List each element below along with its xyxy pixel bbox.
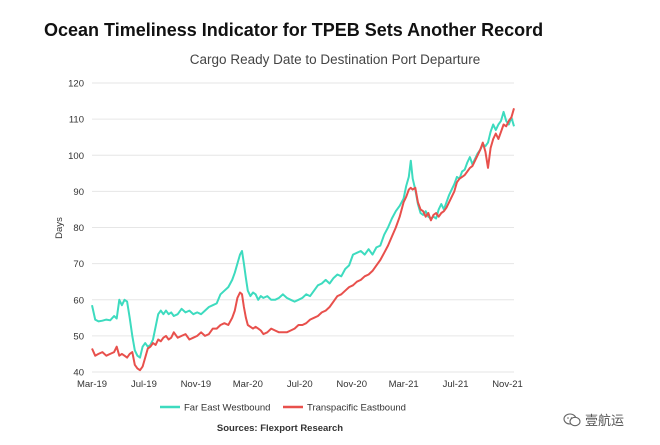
y-tick-label: 110 [69, 115, 84, 126]
y-tick-label: 100 [68, 151, 84, 162]
series-lines [91, 108, 515, 372]
y-tick-label: 120 [68, 79, 84, 90]
x-tick-label: Mar-21 [389, 379, 419, 390]
legend-label-far-east-westbound: Far East Westbound [184, 403, 270, 414]
chart-subtitle: Cargo Ready Date to Destination Port Dep… [189, 52, 481, 67]
source-note: Sources: Flexport Research [216, 423, 344, 434]
y-axis-label: Days [54, 217, 65, 239]
series-line-far-east-westbound [91, 110, 515, 359]
x-tick-label: Jul-21 [443, 379, 469, 390]
x-axis-ticks: Mar-19 Jul-19 Nov-19 Mar-20 Jul-20 Nov-20 Mar-… [77, 379, 523, 390]
x-tick-label: Mar-20 [233, 379, 263, 390]
gridlines [92, 82, 514, 373]
watermark: 壹航运 [563, 410, 624, 429]
y-tick-label: 40 [73, 368, 84, 379]
series-line-transpacific-eastbound [91, 108, 515, 372]
x-tick-label: Nov-21 [492, 379, 523, 390]
y-tick-label: 90 [73, 187, 84, 198]
x-tick-label: Jul-19 [131, 379, 157, 390]
wechat-icon [563, 412, 581, 426]
legend-label-transpacific-eastbound: Transpacific Eastbound [307, 403, 406, 414]
watermark-text: 壹航运 [585, 413, 625, 428]
y-axis-ticks: 40 50 60 70 80 90 100 110 120 [68, 79, 84, 379]
y-tick-label: 80 [73, 223, 84, 234]
chart-title: Ocean Timeliness Indicator for TPEB Sets… [44, 20, 544, 40]
legend: Far East Westbound Transpacific Eastboun… [160, 403, 406, 414]
x-tick-label: Nov-20 [336, 379, 367, 390]
y-tick-label: 60 [73, 295, 84, 306]
x-tick-label: Mar-19 [77, 379, 107, 390]
x-tick-label: Jul-20 [287, 379, 313, 390]
x-tick-label: Nov-19 [181, 379, 212, 390]
y-tick-label: 50 [73, 331, 84, 342]
y-tick-label: 70 [73, 259, 84, 270]
